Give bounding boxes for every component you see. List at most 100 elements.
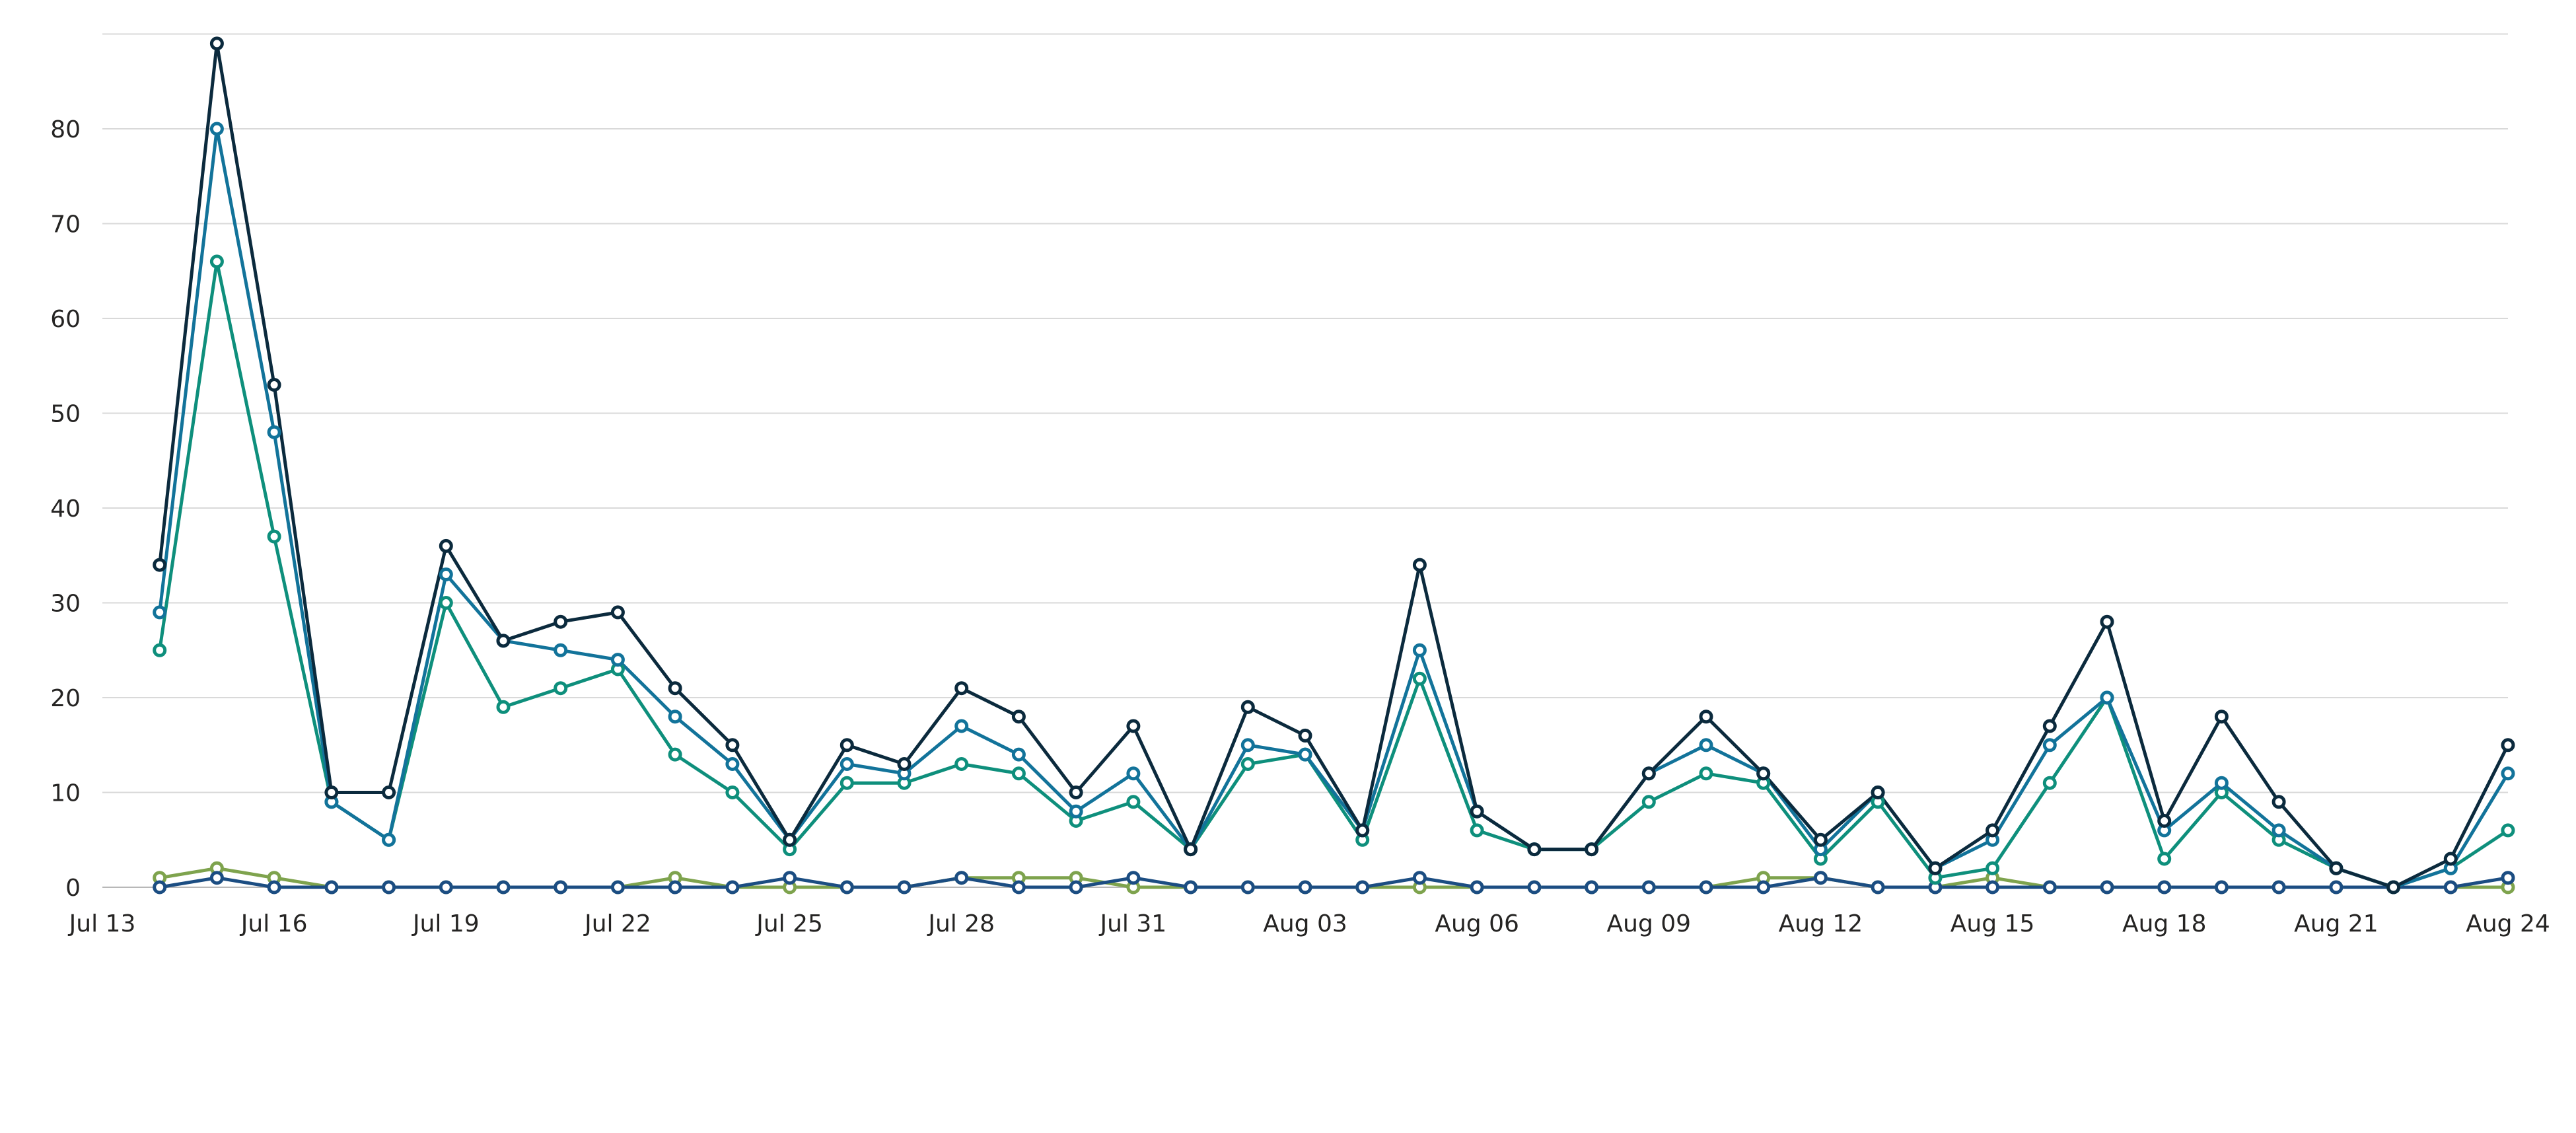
series-1-point[interactable] xyxy=(1813,832,1828,847)
series-2-point[interactable] xyxy=(668,710,682,724)
series-1-point[interactable] xyxy=(209,36,224,51)
series-1-point[interactable] xyxy=(1986,823,2000,838)
series-3-point[interactable] xyxy=(725,786,740,799)
series-2-point[interactable] xyxy=(1240,738,1255,752)
series-2-point[interactable] xyxy=(954,719,969,733)
series-1-point[interactable] xyxy=(1871,786,1885,799)
series-3-point[interactable] xyxy=(2157,852,2172,866)
series-4-point[interactable] xyxy=(1355,880,1370,895)
series-2-point[interactable] xyxy=(153,605,167,620)
series-1-point[interactable] xyxy=(496,634,511,648)
series-1-point[interactable] xyxy=(2272,795,2286,809)
series-1-point[interactable] xyxy=(2443,852,2458,866)
series-4-point[interactable] xyxy=(1069,880,1083,895)
series-4-point[interactable] xyxy=(840,880,854,895)
series-4-point[interactable] xyxy=(1527,880,1542,895)
series-1-point[interactable] xyxy=(1069,786,1083,799)
series-4-point[interactable] xyxy=(1813,871,1828,885)
series-1-point[interactable] xyxy=(2042,719,2057,733)
series-4-point[interactable] xyxy=(2042,880,2057,895)
series-4-point[interactable] xyxy=(2501,871,2515,885)
series-3-point[interactable] xyxy=(668,747,682,762)
series-1-point[interactable] xyxy=(2329,861,2343,875)
series-1-point[interactable] xyxy=(2157,814,2172,828)
series-1-point[interactable] xyxy=(1585,842,1599,857)
series-1-point[interactable] xyxy=(1699,710,1713,724)
series-3-point[interactable] xyxy=(209,254,224,269)
series-4-point[interactable] xyxy=(439,880,453,895)
series-3-point[interactable] xyxy=(1986,861,2000,875)
series-1-point[interactable] xyxy=(783,832,797,847)
series-3-point[interactable] xyxy=(439,596,453,610)
series-3-point[interactable] xyxy=(554,681,568,696)
series-4-point[interactable] xyxy=(1641,880,1656,895)
series-1-point[interactable] xyxy=(324,786,339,799)
series-1-point[interactable] xyxy=(1412,558,1427,572)
series-2-point[interactable] xyxy=(2100,690,2114,705)
series-1-point[interactable] xyxy=(2386,880,2401,895)
series-4-point[interactable] xyxy=(668,880,682,895)
series-3-point[interactable] xyxy=(1470,823,1484,838)
series-2-point[interactable] xyxy=(2272,823,2286,838)
series-1-point[interactable] xyxy=(1527,842,1542,857)
series-3-point[interactable] xyxy=(840,776,854,790)
series-1-point[interactable] xyxy=(2501,738,2515,752)
series-2-point[interactable] xyxy=(1298,747,1312,762)
series-2-point[interactable] xyxy=(840,757,854,771)
series-1-point[interactable] xyxy=(267,378,281,392)
series-4-point[interactable] xyxy=(1585,880,1599,895)
series-4-point[interactable] xyxy=(1470,880,1484,895)
series-4-point[interactable] xyxy=(2157,880,2172,895)
series-2-point[interactable] xyxy=(1011,747,1026,762)
series-1-point[interactable] xyxy=(1355,823,1370,838)
series-2-point[interactable] xyxy=(439,567,453,581)
series-1-point[interactable] xyxy=(2214,710,2229,724)
series-1-point[interactable] xyxy=(954,681,969,696)
series-1-point[interactable] xyxy=(840,738,854,752)
series-4-point[interactable] xyxy=(610,880,625,895)
series-1-point[interactable] xyxy=(610,605,625,620)
series-4-point[interactable] xyxy=(209,871,224,885)
series-4-point[interactable] xyxy=(1240,880,1255,895)
series-1-point[interactable] xyxy=(1470,804,1484,819)
series-2-point[interactable] xyxy=(1126,766,1141,781)
series-4-point[interactable] xyxy=(554,880,568,895)
series-2-point[interactable] xyxy=(382,832,396,847)
series-4-point[interactable] xyxy=(153,880,167,895)
series-2-point[interactable] xyxy=(554,643,568,657)
series-2-point[interactable] xyxy=(2214,776,2229,790)
series-1-point[interactable] xyxy=(382,786,396,799)
series-4-point[interactable] xyxy=(324,880,339,895)
series-3-point[interactable] xyxy=(1699,766,1713,781)
series-4-point[interactable] xyxy=(1871,880,1885,895)
series-2-point[interactable] xyxy=(209,122,224,136)
series-4-point[interactable] xyxy=(783,871,797,885)
series-1-point[interactable] xyxy=(153,558,167,572)
series-1-point[interactable] xyxy=(1184,842,1198,857)
series-2-point[interactable] xyxy=(610,653,625,667)
series-1-point[interactable] xyxy=(1126,719,1141,733)
series-2-point[interactable] xyxy=(1069,804,1083,819)
series-4-point[interactable] xyxy=(1011,880,1026,895)
series-4-point[interactable] xyxy=(2443,880,2458,895)
series-3-point[interactable] xyxy=(1240,757,1255,771)
series-4-point[interactable] xyxy=(1756,880,1771,895)
series-4-point[interactable] xyxy=(2100,880,2114,895)
series-1-point[interactable] xyxy=(439,538,453,553)
series-1-point[interactable] xyxy=(897,757,912,771)
series-3-point[interactable] xyxy=(1011,766,1026,781)
series-3-point[interactable] xyxy=(153,643,167,657)
series-2-point[interactable] xyxy=(2042,738,2057,752)
series-4-point[interactable] xyxy=(1126,871,1141,885)
series-1-point[interactable] xyxy=(1928,861,1943,875)
series-3-point[interactable] xyxy=(2042,776,2057,790)
series-2-point[interactable] xyxy=(1412,643,1427,657)
series-4-point[interactable] xyxy=(1699,880,1713,895)
series-4-point[interactable] xyxy=(2272,880,2286,895)
series-4-point[interactable] xyxy=(496,880,511,895)
series-3-point[interactable] xyxy=(496,700,511,714)
series-3-point[interactable] xyxy=(954,757,969,771)
series-4-point[interactable] xyxy=(1298,880,1312,895)
series-4-point[interactable] xyxy=(382,880,396,895)
series-3-point[interactable] xyxy=(2501,823,2515,838)
